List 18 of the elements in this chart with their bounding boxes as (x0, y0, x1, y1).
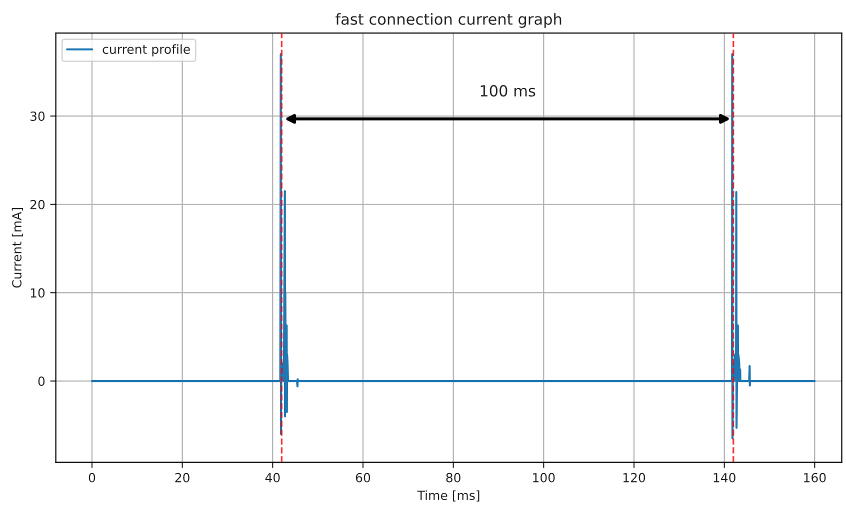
x-tick-label: 0 (88, 472, 96, 482)
x-tick-label: 120 (623, 472, 646, 482)
y-tick-label: 30 (30, 112, 45, 121)
x-tick-label: 100 (533, 472, 555, 482)
y-tick-label: 10 (30, 288, 45, 298)
x-tick-label: 40 (265, 472, 280, 482)
x-tick-label: 140 (714, 472, 736, 482)
annotation: 100 ms (480, 85, 536, 97)
x-tick-label: 80 (446, 472, 460, 482)
y-axis-title: Current [mA] (12, 208, 24, 288)
y-tick-label: 0 (38, 376, 45, 386)
x-tick-label: 20 (175, 472, 190, 482)
chart-title: fast connection current graph (336, 13, 562, 28)
y-tick-label: 20 (30, 200, 45, 210)
x-tick-label: 160 (804, 472, 826, 482)
x-axis-title: Time [ms] (417, 490, 480, 502)
legend-label: current profile (102, 44, 190, 56)
x-tick-label: 60 (356, 472, 370, 482)
